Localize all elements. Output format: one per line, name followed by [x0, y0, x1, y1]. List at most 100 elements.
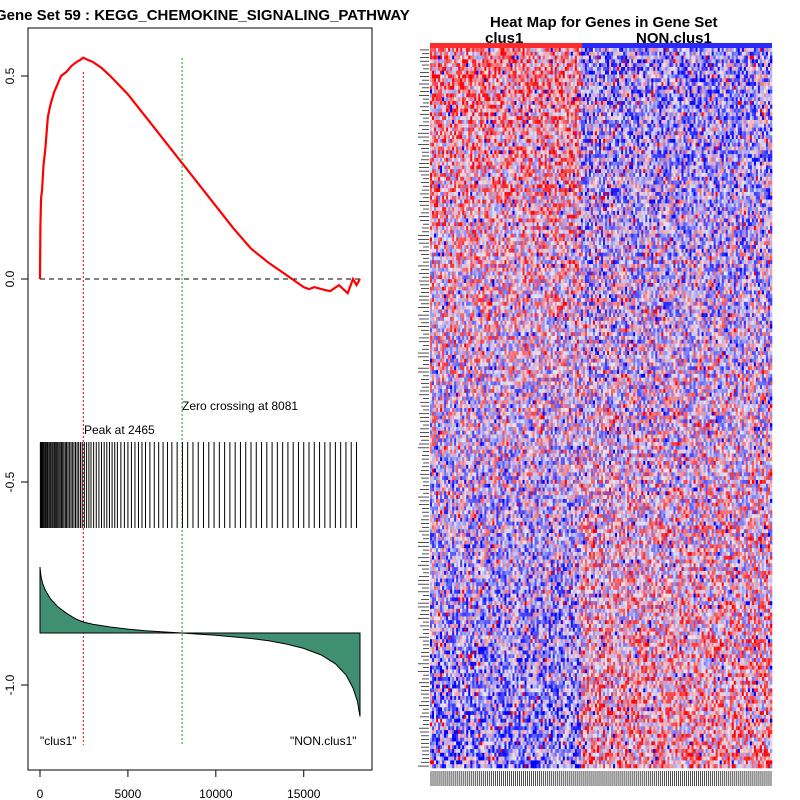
heatmap-cell: [574, 97, 578, 102]
heatmap-cell: [687, 116, 690, 121]
heatmap-cell: [741, 63, 745, 68]
heatmap-cell: [611, 63, 614, 68]
heatmap-cell: [570, 116, 574, 121]
heatmap-cell: [500, 131, 503, 136]
heatmap-cell: [586, 89, 590, 94]
heatmap-cell: [669, 104, 672, 109]
heatmap-cell: [462, 70, 465, 75]
heatmap-cell: [438, 66, 441, 72]
heatmap-cell: [520, 120, 523, 125]
heatmap-cell: [460, 48, 463, 53]
heatmap-cell: [554, 142, 558, 147]
heatmap-cell: [482, 51, 485, 56]
heatmap-cell: [689, 116, 692, 121]
heatmap-cell: [498, 150, 501, 155]
heatmap-cell: [707, 104, 710, 109]
heatmap-cell: [699, 120, 702, 125]
heatmap-cell: [765, 120, 769, 125]
heatmap-cell: [757, 97, 761, 102]
heatmap-cell: [699, 63, 702, 68]
heatmap-cell: [647, 116, 650, 121]
heatmap-cell: [759, 127, 763, 132]
heatmap-cell: [707, 142, 710, 147]
heatmap-cell: [516, 70, 519, 75]
heatmap-cell: [741, 127, 745, 132]
heatmap-cell: [448, 93, 451, 98]
heatmap-cell: [498, 138, 501, 144]
heatmap-cell: [691, 112, 694, 117]
heatmap-cell: [562, 135, 566, 140]
heatmap-cell: [629, 142, 632, 147]
heatmap-cell: [611, 112, 614, 117]
heatmap-cell: [625, 93, 628, 98]
heatmap-cell: [645, 66, 648, 72]
heatmap-cell: [673, 63, 676, 68]
heatmap-cell: [486, 70, 489, 75]
heatmap-cell: [759, 97, 763, 102]
heatmap-cell: [751, 138, 755, 144]
heatmap-cell: [542, 116, 545, 121]
heatmap-cell: [707, 101, 710, 106]
heatmap-cell: [504, 70, 507, 75]
heatmap-cell: [498, 55, 501, 60]
heatmap-cell: [751, 112, 755, 117]
heatmap-cell: [721, 138, 725, 144]
heatmap-cell: [609, 82, 612, 87]
heatmap-cell: [709, 97, 712, 102]
heatmap-cell: [500, 51, 503, 56]
heatmap-cell: [538, 150, 541, 155]
heatmap-cell: [558, 127, 562, 132]
heatmap-cell: [709, 89, 712, 94]
heatmap-cell: [685, 127, 688, 132]
heatmap-cell: [705, 120, 708, 125]
heatmap-cell: [753, 112, 757, 117]
heatmap-cell: [603, 120, 606, 125]
heatmap-cell: [560, 70, 564, 75]
heatmap-cell: [743, 120, 747, 125]
heatmap-cell: [442, 150, 445, 155]
heatmap-cell: [494, 108, 497, 113]
heatmap-cell: [713, 131, 716, 136]
heatmap-cell: [520, 82, 523, 87]
heatmap-cell: [605, 66, 608, 72]
heatmap-cell: [552, 78, 556, 83]
heatmap-cell: [470, 120, 473, 125]
heatmap-cell: [462, 146, 465, 151]
heatmap-cell: [731, 135, 735, 140]
heatmap-cell: [564, 104, 568, 109]
heatmap-cell: [745, 74, 749, 79]
heatmap-cell: [574, 78, 578, 83]
heatmap-cell: [635, 74, 638, 79]
heatmap-cell: [582, 59, 586, 64]
heatmap-cell: [613, 82, 616, 87]
heatmap-cell: [448, 120, 451, 125]
heatmap-cell: [542, 97, 545, 102]
heatmap-cell: [444, 138, 447, 144]
heatmap-cell: [506, 123, 509, 128]
heatmap-cell: [546, 112, 549, 117]
heatmap-cell: [689, 127, 692, 132]
heatmap-cell: [430, 59, 433, 64]
heatmap-cell: [735, 123, 739, 128]
heatmap-cell: [749, 51, 753, 56]
heatmap-cell: [516, 142, 519, 147]
heatmap-cell: [723, 101, 727, 106]
heatmap-cell: [659, 146, 662, 151]
heatmap-cell: [715, 146, 718, 151]
heatmap-cell: [476, 112, 479, 117]
heatmap-cell: [588, 116, 592, 121]
heatmap-cell: [639, 78, 642, 83]
heatmap-cell: [474, 63, 477, 68]
heatmap-cell: [685, 108, 688, 113]
heatmap-cell: [430, 101, 433, 106]
heatmap-cell: [761, 55, 765, 60]
heatmap-cell: [631, 138, 634, 144]
heatmap-cell: [550, 150, 554, 155]
heatmap-cell: [721, 82, 725, 87]
heatmap-cell: [755, 142, 759, 147]
heatmap-cell: [532, 108, 535, 113]
heatmap-cell: [512, 138, 515, 144]
heatmap-cell: [763, 146, 767, 151]
heatmap-cell: [496, 66, 499, 72]
heatmap-cell: [619, 112, 622, 117]
